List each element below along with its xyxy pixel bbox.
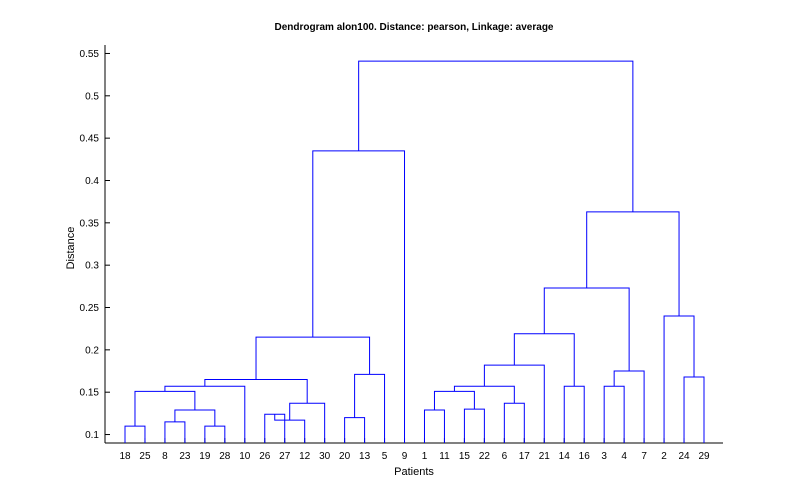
- leaf-label: 30: [319, 451, 331, 462]
- x-axis: 18 25 8 23 19 28 10 26 27 12 30 20 13 5 9 1 11 15 22 6 17 21 1…: [105, 438, 723, 462]
- dendrogram-link: [289, 402, 326, 443]
- y-axis: 0.1 0.15 0.2 0.25 0.3 0.35 0.4 0.45 0.5 0.55: [80, 45, 110, 443]
- leaf-label: 20: [339, 451, 351, 462]
- dendrogram-link: [354, 373, 386, 443]
- dendrogram-link: [164, 421, 186, 443]
- leaf-label: 21: [539, 451, 551, 462]
- y-tick-label: 0.1: [85, 430, 99, 441]
- leaf-label: 3: [601, 451, 607, 462]
- leaf-label: 2: [661, 451, 667, 462]
- leaf-label: 17: [519, 451, 531, 462]
- y-tick-label: 0.55: [80, 49, 100, 60]
- y-tick-label: 0.5: [85, 91, 99, 102]
- x-axis-label: Patients: [394, 466, 434, 478]
- dendrogram-link: [663, 315, 695, 443]
- leaf-label: 22: [479, 451, 491, 462]
- leaf-label: 10: [239, 451, 251, 462]
- leaf-label: 13: [359, 451, 371, 462]
- y-tick-label: 0.2: [85, 345, 99, 356]
- y-tick-label: 0.3: [85, 261, 99, 272]
- leaf-label: 28: [219, 451, 231, 462]
- dendrogram-link: [433, 390, 475, 410]
- leaf-label: 29: [698, 451, 710, 462]
- dendrogram-link: [264, 413, 286, 443]
- dendrogram-link: [683, 376, 705, 443]
- dendrogram-link: [453, 385, 515, 404]
- leaf-label: 19: [199, 451, 211, 462]
- dendrogram-link: [603, 385, 625, 443]
- leaf-label: 9: [402, 451, 408, 462]
- dendrogram-link: [204, 425, 226, 443]
- y-tick-label: 0.15: [80, 388, 100, 399]
- dendrogram-link: [174, 409, 216, 427]
- leaf-label: 8: [162, 451, 168, 462]
- dendrogram-link: [513, 333, 575, 387]
- leaf-label: 25: [139, 451, 151, 462]
- dendrogram-link: [503, 402, 525, 443]
- y-tick-label: 0.4: [85, 176, 99, 187]
- y-tick-label: 0.25: [80, 303, 100, 314]
- leaf-label: 15: [459, 451, 471, 462]
- y-tick-label: 0.45: [80, 134, 100, 145]
- leaf-label: 16: [579, 451, 591, 462]
- leaf-label: 27: [279, 451, 291, 462]
- dendrogram-link: [312, 150, 406, 443]
- leaf-label: 11: [439, 451, 450, 462]
- leaf-label: 24: [678, 451, 690, 462]
- leaf-label: 12: [299, 451, 311, 462]
- leaf-label: 26: [259, 451, 271, 462]
- dendrogram-link: [134, 390, 196, 427]
- dendrogram-link: [164, 385, 246, 443]
- leaf-label: 18: [119, 451, 131, 462]
- leaf-label: 14: [559, 451, 571, 462]
- dendrogram-link: [255, 336, 371, 380]
- dendrogram-link: [124, 425, 146, 443]
- dendrogram-links: [124, 60, 705, 443]
- dendrogram-link: [586, 211, 680, 316]
- dendrogram-link: [423, 409, 445, 443]
- leaf-label: 6: [502, 451, 508, 462]
- y-axis-label: Distance: [65, 227, 77, 270]
- dendrogram-link: [613, 370, 645, 443]
- leaf-label: 1: [422, 451, 428, 462]
- y-tick-label: 0.35: [80, 218, 100, 229]
- dendrogram-link: [483, 364, 545, 443]
- leaf-label: 23: [179, 451, 191, 462]
- dendrogram-link: [563, 385, 585, 443]
- dendrogram-link: [358, 60, 634, 212]
- dendrogram-link: [204, 378, 308, 404]
- leaf-label: 5: [382, 451, 388, 462]
- dendrogram-link: [344, 417, 366, 443]
- leaf-label: 7: [641, 451, 647, 462]
- dendrogram-link: [543, 287, 630, 372]
- dendrogram-link: [463, 408, 485, 443]
- chart-title: Dendrogram alon100. Distance: pearson, L…: [275, 22, 554, 33]
- leaf-label: 4: [621, 451, 627, 462]
